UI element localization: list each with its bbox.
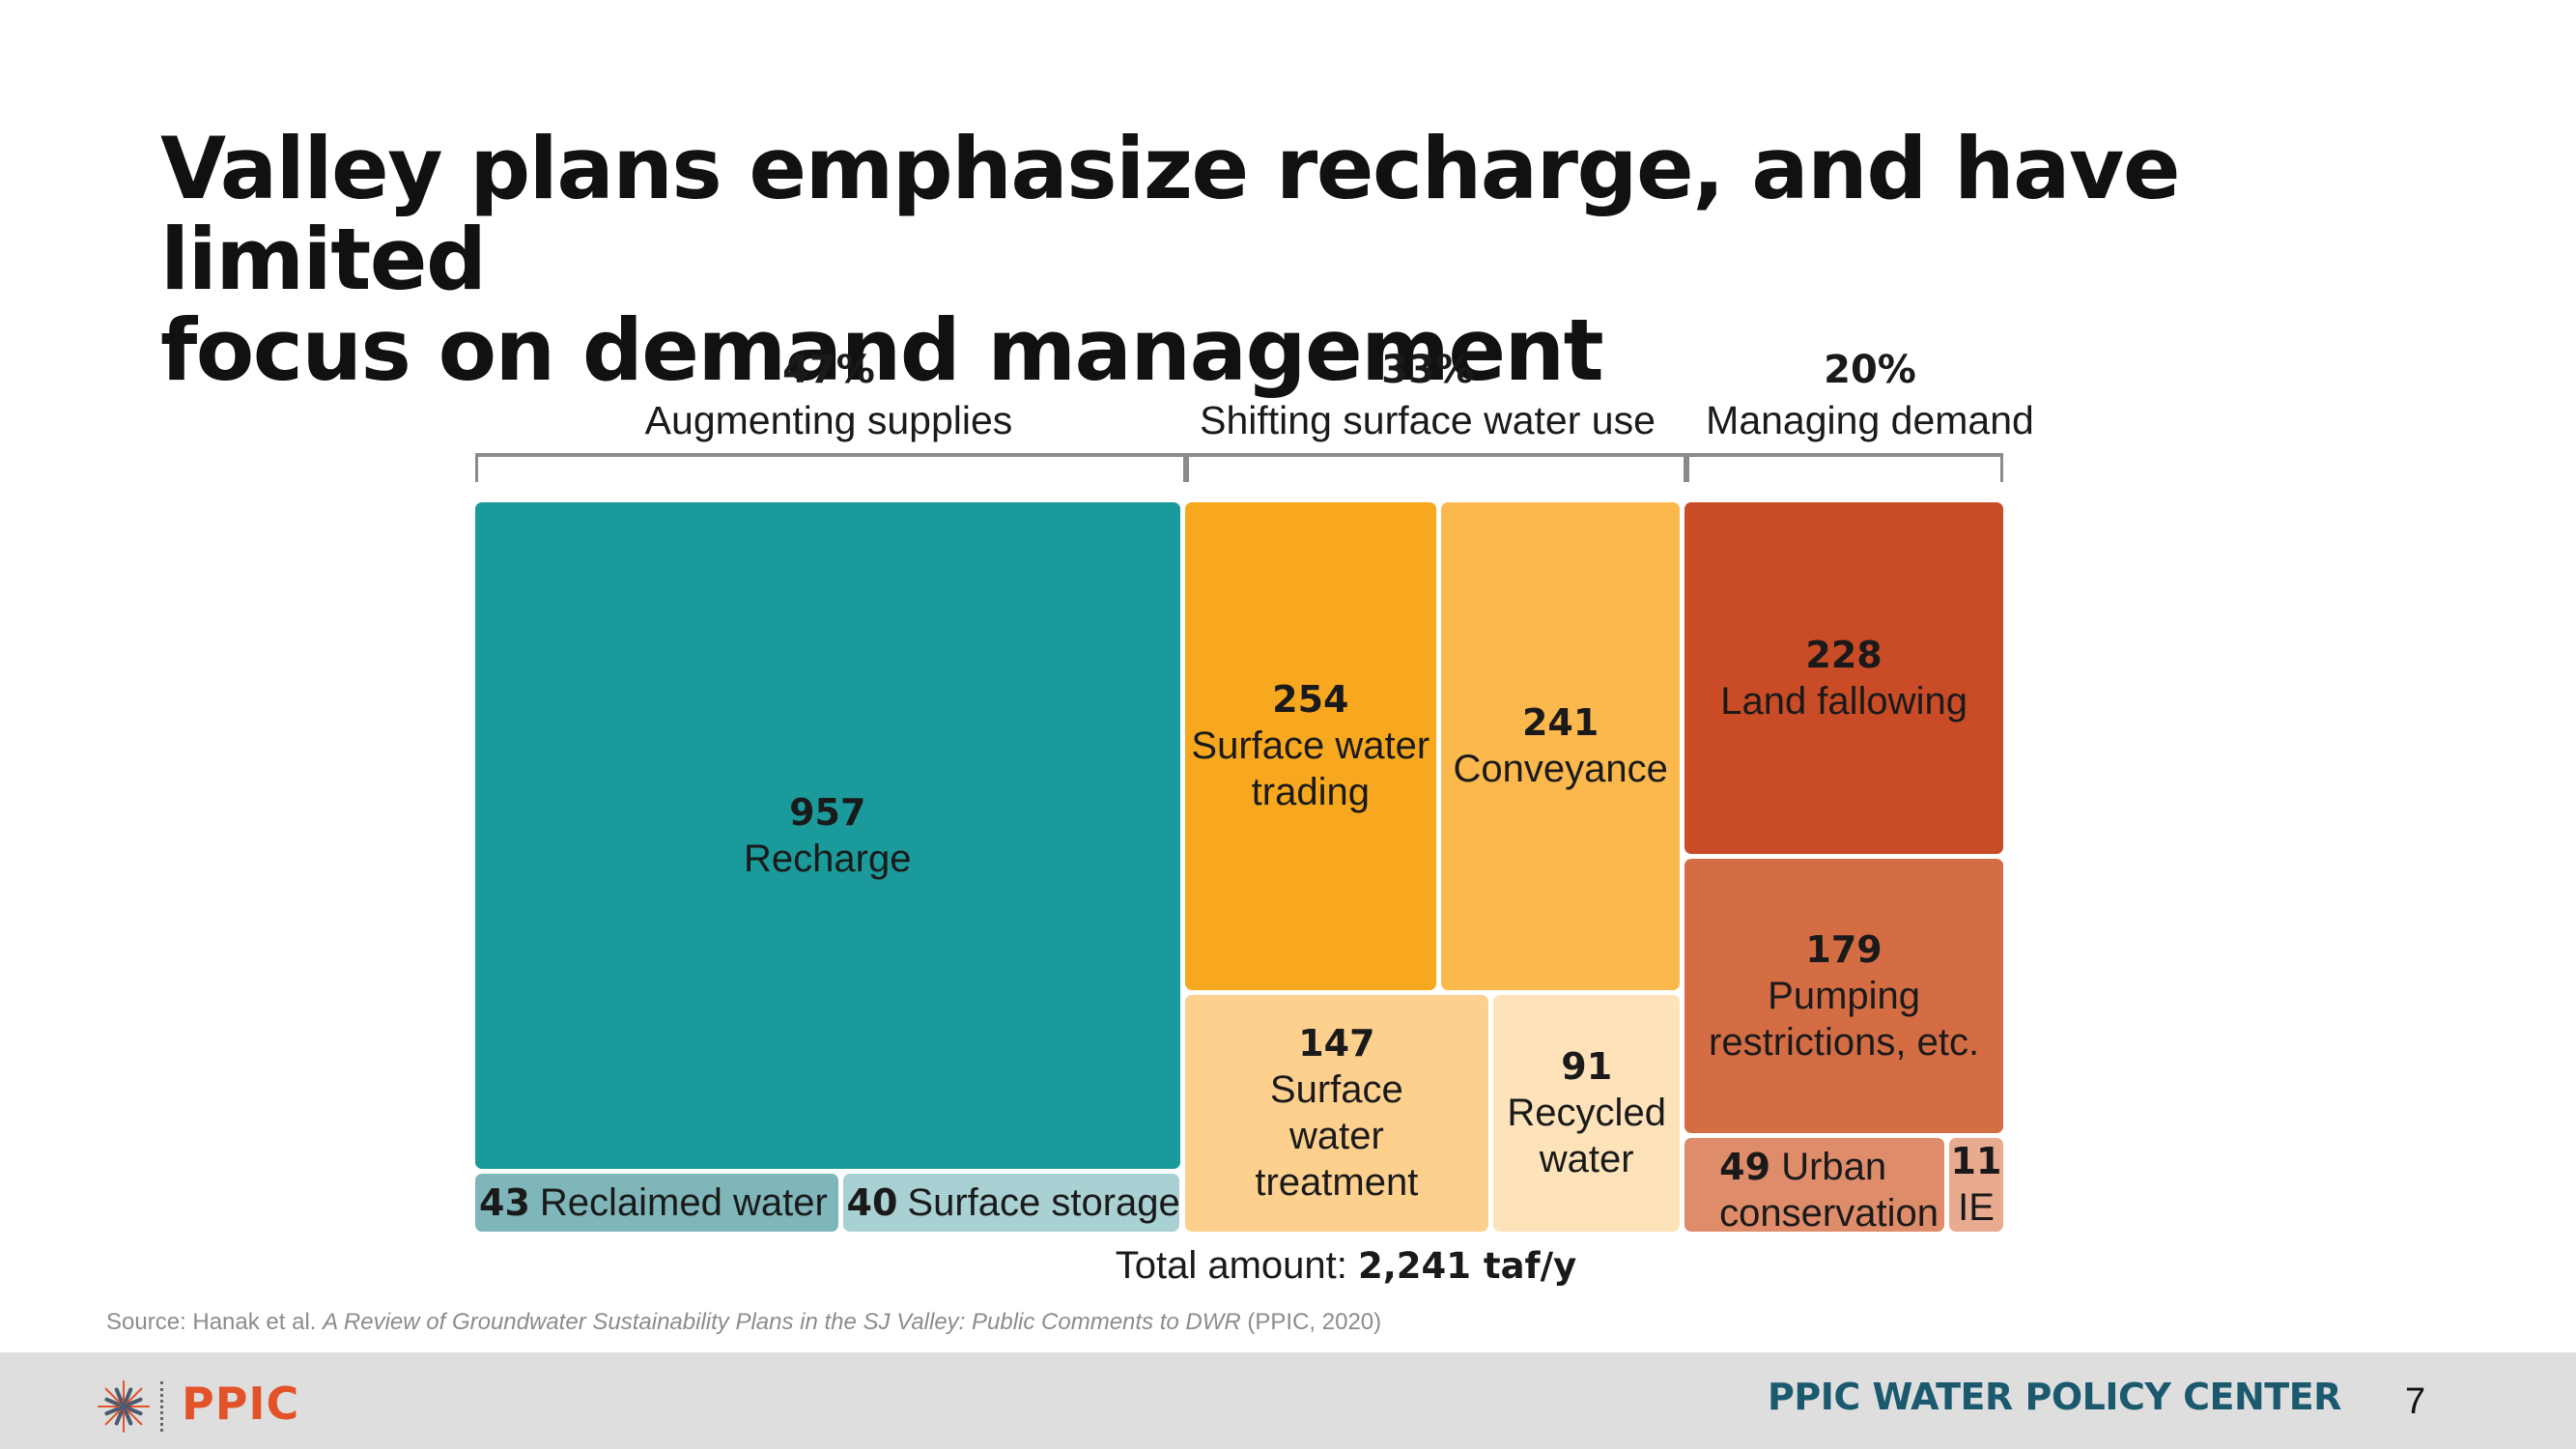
cell-value: 91 (1561, 1045, 1613, 1089)
cell-value: 957 (789, 790, 866, 834)
group-bracket-augmenting (475, 453, 1186, 482)
cell-value: 40 (846, 1180, 898, 1224)
total-value: 2,241 taf/y (1357, 1245, 1577, 1287)
source-note: Source: Hanak et al. A Review of Groundw… (106, 1309, 1381, 1336)
cell-value: 11 (1950, 1140, 2002, 1183)
group-percent: 33% (1381, 348, 1474, 392)
slide-title-line-1: Valley plans emphasize recharge, and hav… (160, 119, 2181, 309)
treemap-cell-land-fallowing[interactable]: 228 Land fallowing (1684, 502, 2003, 854)
slide-title-line-2: focus on demand management (160, 300, 1604, 400)
group-header-shifting: 33% Shifting surface water use (1176, 345, 1679, 445)
cell-label: Recycled water (1507, 1092, 1666, 1181)
cell-label: Recharge (744, 837, 912, 880)
cell-label: Pumping restrictions, etc. (1709, 974, 1980, 1064)
treemap-cell-recharge[interactable]: 957 Recharge (475, 502, 1180, 1169)
group-header-augmenting: 47% Augmenting supplies (475, 345, 1182, 445)
cell-label: Conveyance (1453, 748, 1668, 791)
source-suffix: (PPIC, 2020) (1240, 1309, 1382, 1335)
treemap-cell-surface-water-trading[interactable]: 254 Surface water trading (1184, 502, 1437, 990)
source-title: A Review of Groundwater Sustainability P… (323, 1309, 1241, 1335)
cell-label: IE (1958, 1186, 1995, 1230)
treemap-cell-urban-conservation[interactable]: 49 Urban conservation (1684, 1137, 1944, 1235)
cell-value: 43 (479, 1180, 530, 1224)
cell-value: 254 (1272, 678, 1349, 722)
footer-bar: PPIC PPIC WATER POLICY CENTER 7 (0, 1352, 2576, 1449)
group-percent: 20% (1824, 348, 1916, 392)
cell-value: 228 (1805, 633, 1882, 676)
starburst-ray (122, 1405, 133, 1426)
starburst-ray (114, 1387, 126, 1408)
group-bracket-shifting (1186, 453, 1686, 482)
total-amount: Total amount: 2,241 taf/y (0, 1244, 2576, 1288)
treemap-cell-recycled-water[interactable]: 91 Recycled water (1493, 994, 1681, 1232)
starburst-ray (104, 1397, 126, 1408)
cell-value: 49 (1719, 1145, 1771, 1188)
starburst-ray (122, 1397, 143, 1408)
ppic-logo[interactable]: PPIC (182, 1378, 300, 1430)
page-number: 7 (2405, 1381, 2426, 1422)
starburst-ray (114, 1405, 126, 1426)
cell-label: Urban conservation (1719, 1145, 1939, 1235)
starburst-ray (122, 1405, 143, 1416)
cell-label: Surface storage (907, 1180, 1180, 1224)
starburst-ray (104, 1405, 126, 1416)
cell-label: Surface water treatment (1255, 1068, 1419, 1205)
group-percent: 47% (782, 348, 875, 392)
cell-value: 179 (1805, 927, 1882, 971)
treemap-cell-conveyance[interactable]: 241 Conveyance (1441, 502, 1681, 990)
treemap-cell-surface-storage[interactable]: 40 Surface storage (842, 1173, 1180, 1232)
group-bracket-managing (1686, 453, 2003, 482)
cell-value: 147 (1298, 1022, 1375, 1065)
source-prefix: Source: Hanak et al. (106, 1309, 324, 1335)
ppic-starburst-icon (98, 1380, 150, 1433)
treemap-cell-reclaimed-water[interactable]: 43 Reclaimed water (475, 1173, 838, 1232)
total-label: Total amount: (1115, 1244, 1358, 1287)
cell-label: Reclaimed water (539, 1180, 828, 1224)
logo-divider (160, 1381, 163, 1432)
treemap-cell-ie[interactable]: 11 IE (1949, 1137, 2003, 1232)
group-label: Augmenting supplies (644, 398, 1013, 442)
group-label: Shifting surface water use (1200, 398, 1656, 442)
starburst-ray (122, 1387, 133, 1408)
group-header-managing: 20% Managing demand (1686, 345, 2053, 445)
slide-title: Valley plans emphasize recharge, and hav… (160, 124, 2478, 396)
treemap-cell-pumping-restrictions[interactable]: 179 Pumping restrictions, etc. (1684, 858, 2003, 1133)
group-label: Managing demand (1706, 398, 2034, 442)
center-name: PPIC WATER POLICY CENTER (1768, 1376, 2341, 1418)
cell-value: 241 (1521, 701, 1599, 745)
treemap-cell-surface-water-treatment[interactable]: 147 Surface water treatment (1184, 994, 1489, 1232)
cell-label: Land fallowing (1720, 679, 1967, 723)
cell-label: Surface water trading (1191, 724, 1430, 814)
